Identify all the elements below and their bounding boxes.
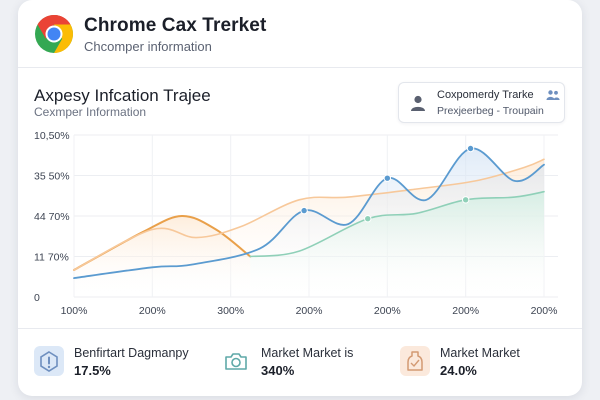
alert-icon	[34, 346, 64, 376]
line-chart: 10,50% 35 50% 44 70% 11 70% 0 100% 200% 300% 200…	[34, 130, 558, 317]
info-box-title: Coxpomerdy Trarke	[437, 89, 534, 101]
divider	[18, 328, 582, 329]
app-header: Chrome Cax Trerket Chcomper information	[18, 0, 582, 68]
y-tick-label: 11 70%	[34, 252, 69, 264]
data-point	[383, 174, 392, 182]
chart-section-title: Axpesy Infcation Trajee	[34, 86, 211, 105]
info-box[interactable]: Coxpomerdy Trarke Prexjeerbeg - Troupain	[398, 82, 565, 123]
y-tick-label: 44 70%	[34, 211, 70, 223]
stat-label: Market Market is	[261, 346, 354, 360]
y-tick-label: 10,50%	[34, 130, 70, 142]
chart-section-subtitle: Cexmper Information	[34, 105, 147, 119]
x-tick-label: 100%	[61, 305, 88, 317]
y-tick-label: 0	[34, 292, 40, 304]
stat-value: 17.5%	[74, 363, 111, 378]
data-point	[461, 196, 470, 204]
series-line	[73, 158, 545, 271]
chrome-logo-icon	[35, 15, 73, 53]
app-subtitle: Chcomper information	[84, 39, 212, 54]
stat-value: 340%	[261, 363, 295, 378]
data-point	[466, 144, 475, 153]
series-line	[249, 190, 545, 258]
bottle-icon	[400, 346, 430, 376]
x-tick-label: 200%	[139, 305, 166, 317]
x-tick-label: 200%	[296, 305, 323, 317]
data-point	[364, 215, 372, 223]
people-icon	[546, 90, 560, 100]
stat-value: 24.0%	[440, 363, 477, 378]
app-title: Chrome Cax Trerket	[84, 15, 267, 36]
x-tick-label: 200%	[374, 305, 401, 317]
x-tick-label: 300%	[217, 305, 244, 317]
data-point	[300, 206, 308, 215]
x-tick-label: 200%	[531, 305, 558, 317]
y-tick-label: 35 50%	[34, 171, 70, 183]
series-area	[250, 191, 544, 297]
user-icon	[411, 95, 425, 111]
dashboard-card: Chrome Cax Trerket Chcomper information …	[18, 0, 582, 396]
x-tick-label: 200%	[452, 305, 479, 317]
camera-icon	[221, 346, 251, 376]
stat-label: Benfirtart Dagmanpy	[74, 346, 189, 360]
stat-label: Market Market	[440, 346, 520, 360]
series-line	[73, 147, 545, 279]
info-box-subtitle: Prexjeerbeg - Troupain	[437, 105, 544, 117]
